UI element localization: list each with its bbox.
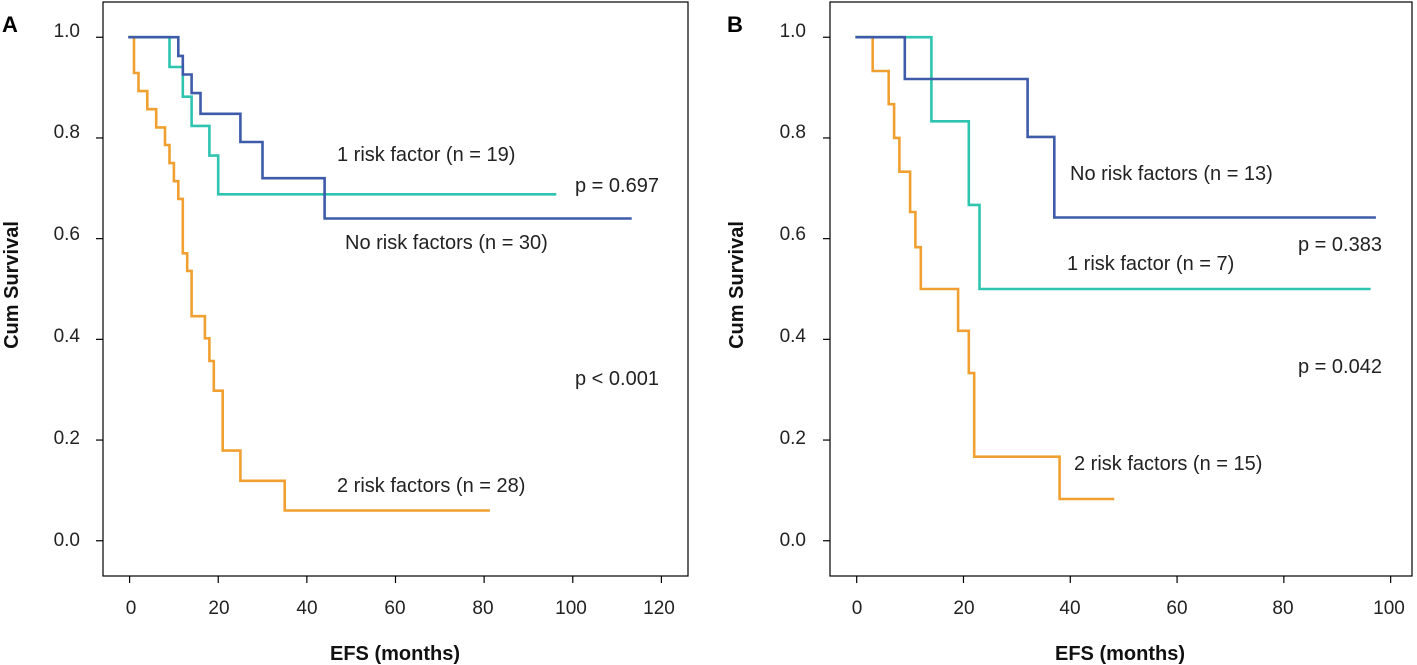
panel-b-annot-p-0042: p = 0.042: [1298, 356, 1382, 378]
panel-b-xlabel: EFS (months): [1055, 643, 1185, 665]
panel-b-series-no-risk-factors: [855, 35, 1376, 219]
panel-a-series-1-risk-factor: [128, 35, 557, 196]
panel-b-ytick-0: 0.0: [780, 530, 806, 551]
panel-b-ytick-2: 0.4: [780, 326, 807, 347]
panel-b-series-1-risk-factor: [855, 35, 1371, 291]
panel-a-ytick-0: 0.0: [54, 530, 80, 551]
panel-a-ytick-4: 0.8: [54, 122, 80, 143]
panel-a-annot-1-risk-factor: 1 risk factor (n = 19): [337, 144, 515, 166]
panel-a-annot-p-0001: p < 0.001: [575, 368, 659, 390]
panel-b-annot-2-risk-factors: 2 risk factors (n = 15): [1074, 453, 1262, 475]
panel-b-axes: [823, 36, 1392, 583]
panel-b-xtick-5: 100: [1373, 598, 1405, 619]
panel-b-xtick-4: 80: [1272, 598, 1293, 619]
panel-b-xtick-1: 20: [953, 598, 974, 619]
panel-b-xtick-3: 60: [1166, 598, 1187, 619]
panel-b-frame: [829, 1, 1413, 577]
panel-b-annot-1-risk-factor: 1 risk factor (n = 7): [1067, 253, 1234, 275]
panel-b-ytick-5: 1.0: [780, 21, 806, 42]
panel-a-ytick-1: 0.2: [54, 428, 80, 449]
panel-a-annot-p-0697: p = 0.697: [575, 175, 659, 197]
panel-a-ytick-2: 0.4: [54, 326, 81, 347]
panel-a-xtick-3: 60: [384, 598, 405, 619]
panel-b-annot-p-0383: p = 0.383: [1298, 234, 1382, 256]
panel-a-xtick-0: 0: [126, 598, 137, 619]
panel-a-axes: [96, 36, 663, 583]
panel-b: B 0.0 0.2 0.4 0.6 0.8 1.0 0 20 40 60 80 …: [726, 1, 1413, 665]
panel-a-ytick-5: 1.0: [54, 21, 80, 42]
panel-a-series: [128, 35, 632, 512]
panel-b-series: [855, 35, 1376, 501]
panel-b-ytick-4: 0.8: [780, 122, 806, 143]
panel-a-letter: A: [2, 12, 18, 37]
panel-b-ylabel: Cum Survival: [726, 221, 748, 349]
panel-a-ylabel: Cum Survival: [1, 221, 23, 349]
panel-b-annot-no-risk-factors: No risk factors (n = 13): [1070, 163, 1273, 185]
panel-b-ytick-1: 0.2: [780, 428, 806, 449]
panel-a-xlabel: EFS (months): [330, 643, 460, 665]
panel-a: A 0.0 0.2 0.4 0.6 0.8 1.0 0 20 40 60 80 …: [1, 1, 689, 665]
panel-a-xtick-4: 80: [472, 598, 493, 619]
panel-b-letter: B: [727, 12, 743, 37]
panel-a-xtick-6: 120: [643, 598, 675, 619]
panel-b-series-2-risk-factors: [855, 35, 1115, 501]
panel-a-xtick-2: 40: [296, 598, 317, 619]
panel-b-xtick-0: 0: [852, 598, 863, 619]
panel-a-series-2-risk-factors: [128, 35, 490, 512]
panel-a-xtick-5: 100: [555, 598, 587, 619]
panel-a-annot-2-risk-factors: 2 risk factors (n = 28): [337, 475, 525, 497]
panel-a-series-no-risk-factors: [128, 35, 632, 220]
panel-b-ytick-3: 0.6: [780, 224, 806, 245]
panel-a-ytick-3: 0.6: [54, 224, 80, 245]
panel-b-xtick-2: 40: [1059, 598, 1080, 619]
panel-a-xtick-1: 20: [208, 598, 229, 619]
panel-a-annot-no-risk-factors: No risk factors (n = 30): [345, 232, 548, 254]
